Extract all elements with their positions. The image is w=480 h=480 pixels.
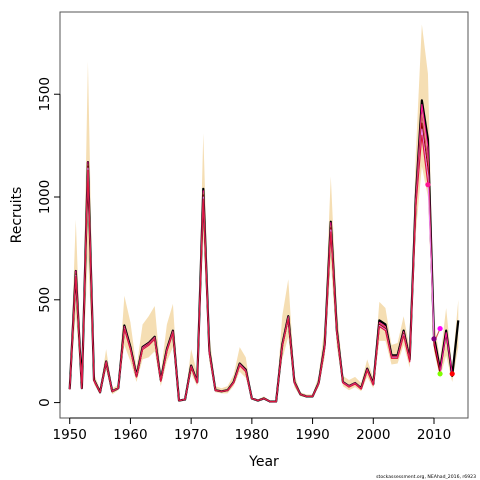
y-tick-label-0: 0	[37, 398, 53, 407]
x-tick-label-1990: 1990	[295, 427, 329, 443]
series-layer	[68, 99, 460, 403]
retro-endpoint-2013	[449, 371, 455, 377]
x-tick-label-1970: 1970	[174, 427, 208, 443]
endpoint-markers-layer	[425, 182, 455, 377]
series-line-main	[68, 99, 460, 403]
retro-line-2010	[69, 128, 435, 403]
retro-line-2009	[69, 134, 429, 403]
y-axis: 0 500 1000 1500	[37, 77, 61, 407]
x-tick-label-2010: 2010	[417, 427, 451, 443]
x-tick-label-1960: 1960	[113, 427, 147, 443]
retro-endpoint-2011	[437, 371, 443, 377]
y-tick-label-500: 500	[37, 287, 53, 313]
credit-text: stockassessment.org, NEAhad_2016, r6923	[376, 474, 476, 480]
x-axis-title: Year	[248, 454, 279, 470]
retro-line-2012	[69, 114, 441, 403]
y-tick-label-1500: 1500	[37, 77, 53, 111]
plot-area	[68, 24, 460, 403]
retro-line-2011	[69, 122, 441, 403]
y-axis-title: Recruits	[9, 187, 25, 244]
y-tick-label-1000: 1000	[37, 180, 53, 214]
retro-endpoint-2009	[425, 182, 431, 188]
x-tick-label-1980: 1980	[235, 427, 269, 443]
retro-endpoint-2010	[431, 336, 437, 342]
x-tick-label-2000: 2000	[356, 427, 390, 443]
retro-endpoint-2012	[437, 325, 443, 332]
x-axis: 1950 1960 1970 1980 1990 2000 2010	[53, 417, 451, 443]
x-tick-label-1950: 1950	[53, 427, 87, 443]
